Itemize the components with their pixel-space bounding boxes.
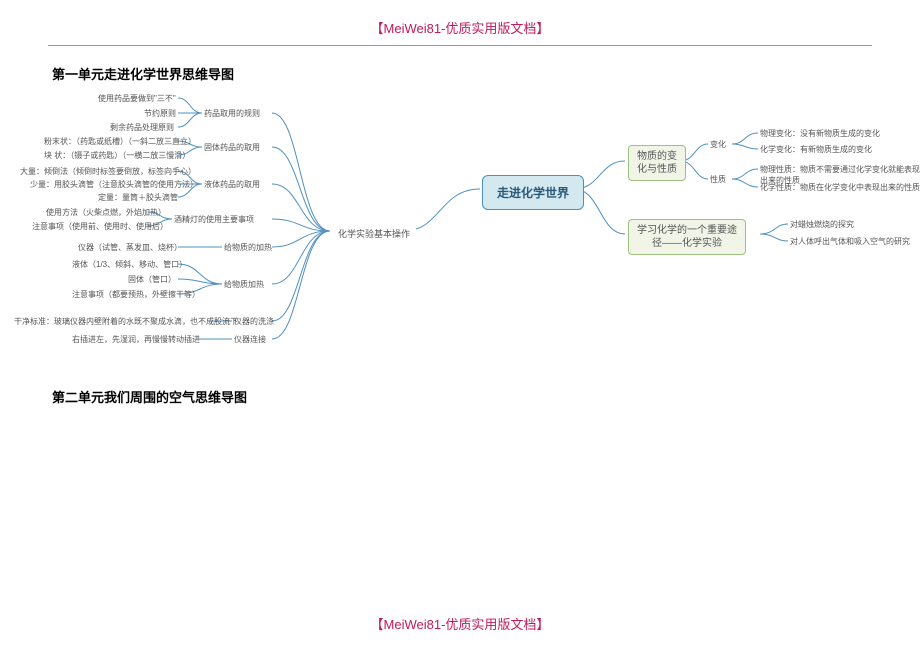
b3-l3: 定量：量筒＋胶头滴管 [98, 192, 178, 203]
b3-l2: 少量：用胶头滴管（注意胶头滴管的使用方法） [30, 179, 198, 190]
b8-l1: 右插进左，先湿润，再慢慢转动插进 [72, 334, 200, 345]
b4: 酒精灯的使用主要事项 [174, 214, 254, 225]
b1: 药品取用的规则 [204, 108, 260, 119]
r-leaf4: 化学性质：物质在化学变化中表现出来的性质 [760, 182, 920, 193]
b2-l1: 粉末状：（药匙或纸槽）（一斜二放三直立） [44, 136, 196, 147]
r-bianhua: 变化 [710, 139, 726, 150]
b6-l2: 固体（管口） [128, 274, 176, 285]
b5: 给物质的加热 [224, 242, 272, 253]
right-box-2-l1: 学习化学的一个重要途 [637, 225, 737, 236]
right-box-2-l2: 径——化学实验 [652, 238, 722, 249]
b3-l1: 大量：倾倒法（倾倒时标签要倒放，标签向手心） [20, 166, 196, 177]
right-box-1-l1: 物质的变 [637, 151, 677, 162]
mindmap-1: 走进化学世界 物质的变 化与性质 学习化学的一个重要途 径——化学实验 变化 性… [0, 89, 920, 369]
r-leaf5: 对蜡烛燃烧的探究 [790, 219, 854, 230]
b3: 液体药品的取用 [204, 179, 260, 190]
center-node: 走进化学世界 [482, 175, 584, 210]
right-box-2: 学习化学的一个重要途 径——化学实验 [628, 219, 746, 255]
r-leaf2: 化学变化：有新物质生成的变化 [760, 144, 872, 155]
b2: 固体药品的取用 [204, 142, 260, 153]
section2-title: 第二单元我们周围的空气思维导图 [0, 369, 920, 412]
b2-l2: 块 状：（镊子或药匙）（一横二放三慢滑） [44, 150, 190, 161]
section1-title: 第一单元走进化学世界思维导图 [0, 46, 920, 89]
r-leaf6: 对人体呼出气体和吸入空气的研究 [790, 236, 910, 247]
b6-l3: 注意事项（都要预热，外壁擦干等） [72, 289, 200, 300]
right-box-1: 物质的变 化与性质 [628, 145, 686, 181]
b6: 给物质加热 [224, 279, 264, 290]
b1-l1: 使用药品要做到"三不" [98, 93, 176, 104]
b1-l2: 节约原则 [144, 108, 176, 119]
r-leaf1: 物理变化：没有新物质生成的变化 [760, 128, 880, 139]
b8: 仪器连接 [234, 334, 266, 345]
b1-l3: 剩余药品处理原则 [110, 122, 174, 133]
right-box-1-l2: 化与性质 [637, 164, 677, 175]
b4-l1: 使用方法（火柴点燃，外焰加热） [46, 207, 166, 218]
header-title: 【MeiWei81-优质实用版文档】 [0, 0, 920, 45]
b4-l2: 注意事项（使用前、使用时、使用后） [32, 221, 168, 232]
r-xingzhi: 性质 [710, 174, 726, 185]
footer-title: 【MeiWei81-优质实用版文档】 [0, 614, 920, 633]
b5-l1: 仪器（试管、蒸发皿、烧杯） [78, 242, 182, 253]
b7-l1: 干净标准：玻璃仪器内壁附着的水既不聚成水滴，也不成股流下 [14, 316, 238, 327]
left-main: 化学实验基本操作 [332, 225, 416, 242]
b6-l1: 液体（1/3、倾斜、移动、管口） [72, 259, 187, 270]
b7: 仪器的洗涤 [234, 316, 274, 327]
